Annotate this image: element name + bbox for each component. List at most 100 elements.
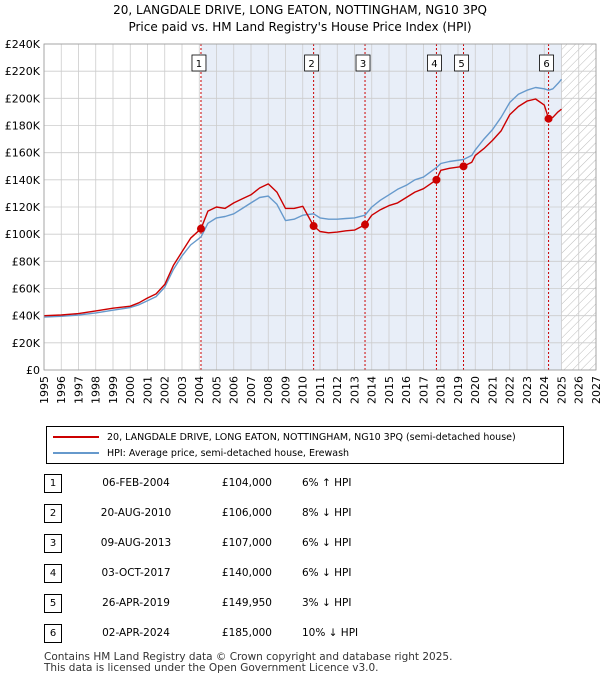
sale-date: 03-OCT-2017 (101, 567, 171, 579)
sale-price: £106,000 (221, 507, 272, 519)
chart-title: 20, LANGDALE DRIVE, LONG EATON, NOTTINGH… (113, 3, 487, 17)
plot-frame (43, 43, 597, 371)
x-tick-label: 2022 (504, 376, 517, 404)
sale-number: 5 (44, 594, 62, 613)
sale-number: 2 (44, 504, 62, 523)
x-tick-label: 2011 (314, 376, 327, 404)
sale-price: £149,950 (221, 597, 272, 609)
series-line-property (43, 98, 562, 317)
sale-point (361, 220, 370, 229)
sale-date: 06-FEB-2004 (102, 477, 170, 489)
table-row: 1 06-FEB-2004 £104,000 6% ↑ HPI (44, 474, 464, 494)
table-row: 4 03-OCT-2017 £140,000 6% ↓ HPI (44, 564, 464, 584)
footer: Contains HM Land Registry data © Crown c… (44, 652, 452, 674)
legend: 20, LANGDALE DRIVE, LONG EATON, NOTTINGH… (46, 426, 564, 464)
sale-marker-box (454, 54, 469, 72)
x-tick-label: 2014 (366, 376, 379, 404)
sale-date: 20-AUG-2010 (100, 507, 172, 519)
y-tick-label: £60K (12, 283, 41, 296)
x-tick-label: 2002 (159, 376, 172, 404)
sale-date: 09-AUG-2013 (100, 537, 172, 549)
legend-swatch-blue (53, 452, 99, 454)
x-tick-label: 2027 (590, 376, 600, 404)
legend-swatch-red (53, 436, 99, 438)
sale-point (432, 175, 441, 184)
footer-copyright: Contains HM Land Registry data © Crown c… (44, 651, 453, 663)
x-tick-label: 2010 (297, 376, 310, 404)
sale-number: 3 (44, 534, 62, 553)
table-row: 2 20-AUG-2010 £106,000 8% ↓ HPI (44, 504, 464, 524)
sale-point (544, 114, 553, 123)
y-tick-label: £200K (5, 92, 41, 105)
sale-hpi-diff: 10% ↓ HPI (302, 627, 359, 639)
y-tick-label: £120K (5, 201, 41, 214)
x-tick-label: 2017 (417, 376, 430, 404)
x-tick-label: 2005 (210, 376, 223, 404)
legend-label-hpi: HPI: Average price, semi-detached house,… (107, 447, 350, 459)
sale-point (459, 162, 468, 171)
x-tick-label: 2019 (452, 376, 465, 404)
sale-point (309, 222, 318, 231)
legend-item-property: 20, LANGDALE DRIVE, LONG EATON, NOTTINGH… (53, 430, 516, 444)
x-tick-label: 1999 (107, 376, 120, 404)
sale-number: 6 (44, 624, 62, 643)
x-tick-label: 2012 (331, 376, 344, 404)
x-tick-label: 2018 (435, 376, 448, 404)
table-row: 3 09-AUG-2013 £107,000 6% ↓ HPI (44, 534, 464, 554)
sale-hpi-diff: 6% ↑ HPI (302, 477, 352, 489)
sale-hpi-diff: 6% ↓ HPI (302, 567, 352, 579)
x-tick-label: 2026 (573, 376, 586, 404)
x-tick-label: 2006 (228, 376, 241, 404)
price-chart: £0 £20K £40K £60K £80K £100K £120K £140K £160K £1… (5, 38, 600, 404)
legend-label-property: 20, LANGDALE DRIVE, LONG EATON, NOTTINGH… (107, 431, 516, 443)
y-tick-label: £140K (5, 174, 41, 187)
x-tick-label: 1997 (72, 376, 85, 404)
x-tick-label: 2013 (348, 376, 361, 404)
x-tick-label: 2004 (193, 376, 206, 404)
table-row: 5 26-APR-2019 £149,950 3% ↓ HPI (44, 594, 464, 614)
sale-date: 26-APR-2019 (102, 597, 170, 609)
x-tick-label: 2025 (555, 376, 568, 404)
x-tick-label: 2023 (521, 376, 534, 404)
legend-item-hpi: HPI: Average price, semi-detached house,… (53, 446, 349, 460)
x-tick-label: 2021 (486, 376, 499, 404)
sale-date: 02-APR-2024 (102, 627, 170, 639)
sale-hpi-diff: 6% ↓ HPI (302, 537, 352, 549)
y-tick-label: £40K (12, 310, 41, 323)
sale-marker-box (539, 54, 554, 72)
x-tick-label: 2020 (469, 376, 482, 404)
sale-marker-box (304, 54, 320, 72)
x-tick-label: 2015 (383, 376, 396, 404)
sale-marker-box (427, 54, 442, 72)
chart-subtitle: Price paid vs. HM Land Registry's House … (128, 20, 472, 34)
table-row: 6 02-APR-2024 £185,000 10% ↓ HPI (44, 624, 464, 644)
y-tick-label: £20K (12, 337, 41, 350)
sale-marker-label: 4 (431, 59, 437, 70)
sale-marker-label: 3 (360, 59, 366, 70)
sale-marker-label: 2 (308, 59, 314, 70)
y-tick-label: £100K (5, 228, 41, 241)
x-tick-label: 2007 (245, 376, 258, 404)
y-tick-label: £160K (5, 147, 41, 160)
sale-price: £185,000 (221, 627, 272, 639)
sale-hpi-diff: 8% ↓ HPI (302, 507, 352, 519)
sale-hpi-diff: 3% ↓ HPI (302, 597, 352, 609)
series-line-hpi (43, 78, 563, 318)
y-tick-label: £80K (12, 255, 41, 268)
y-tick-label: £240K (5, 38, 41, 51)
x-tick-label: 2016 (400, 376, 413, 404)
x-tick-label: 1995 (38, 376, 51, 404)
x-tick-label: 2009 (279, 376, 292, 404)
sale-marker-box (191, 54, 207, 72)
x-tick-label: 1996 (55, 376, 68, 404)
sale-point (196, 224, 205, 233)
sale-marker-label: 6 (543, 59, 549, 70)
footer-licence: This data is licensed under the Open Gov… (44, 662, 379, 674)
sale-number: 4 (44, 564, 62, 583)
sale-price: £107,000 (221, 537, 272, 549)
y-tick-label: £220K (5, 65, 41, 78)
x-tick-label: 2024 (538, 376, 551, 404)
x-tick-label: 1998 (90, 376, 103, 404)
sale-number: 1 (44, 474, 62, 493)
y-tick-label: £0 (26, 364, 40, 377)
